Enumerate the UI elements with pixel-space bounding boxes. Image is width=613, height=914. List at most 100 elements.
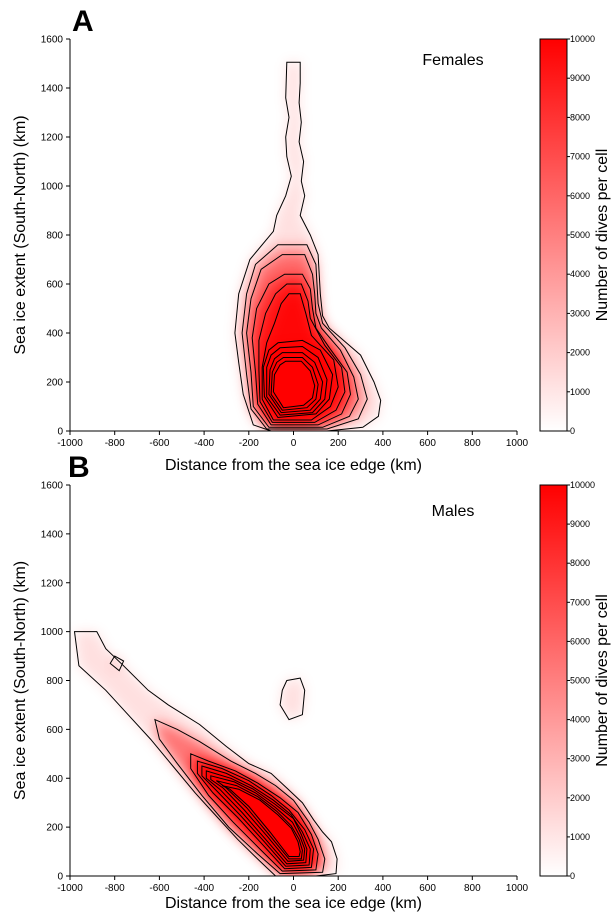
heat-layer-b [74, 631, 338, 876]
contour-l2 [241, 244, 368, 430]
colorbar-tick-label: 2000 [570, 348, 590, 358]
y-tick-label: 1600 [41, 35, 64, 46]
contour-l4 [196, 760, 315, 870]
x-tick-label: 200 [330, 438, 347, 449]
x-tick-label: 800 [464, 438, 481, 449]
heat-fill-island1 [110, 656, 124, 671]
colorbar-tick-label: 5000 [570, 230, 590, 240]
panel-letter-a: A [72, 5, 94, 38]
contour-l8 [216, 780, 303, 860]
colorbar-tick-label: 2000 [570, 793, 590, 803]
colorbar-a [539, 38, 568, 432]
contour-l4 [251, 273, 352, 426]
x-tick-label: 400 [375, 883, 392, 894]
contour-layer-a [234, 61, 382, 431]
x-tick-label: -1000 [57, 883, 83, 894]
y-tick-label: 600 [46, 725, 63, 736]
x-tick-label: 0 [291, 883, 297, 894]
y-tick-label: 200 [46, 378, 63, 389]
x-tick-label: -400 [194, 438, 214, 449]
contour-l5 [201, 765, 311, 867]
panel-b: -1000 -800 -600 -400 -200 0 200 400 600 800 100002… [12, 480, 611, 912]
panel-title-a: Females [422, 52, 483, 69]
y-tick-label: 1400 [41, 84, 64, 95]
heat-fill-island2 [280, 678, 305, 720]
panel-a: -1000 -800 -600 -400 -200 0 200 400 600 800 100002… [12, 34, 611, 474]
colorbar-tick-label: 5000 [570, 676, 590, 686]
contour-l9 [221, 785, 301, 857]
colorbar-tick-label: 6000 [570, 191, 590, 201]
x-tick-label: -600 [149, 438, 169, 449]
x-tick-label: 600 [419, 883, 436, 894]
x-tick-label: 800 [464, 883, 481, 894]
y-tick-label: 0 [57, 872, 63, 883]
y-tick-label: 800 [46, 676, 63, 687]
colorbar-tick-label: 4000 [570, 269, 590, 279]
colorbar-label-b: Number of dives per cell [594, 594, 611, 767]
contour-l6 [261, 293, 339, 421]
x-tick-label: -400 [194, 883, 214, 894]
x-tick-label: 1000 [506, 883, 529, 894]
y-tick-label: 200 [46, 823, 63, 834]
y-axis-label-b: Sea ice extent (South-North) (km) [12, 561, 29, 800]
colorbar-label-a: Number of dives per cell [594, 149, 611, 322]
colorbar-tick-label: 8000 [570, 558, 590, 568]
x-tick-label: 200 [330, 883, 347, 894]
x-tick-label: -600 [149, 883, 169, 894]
contour-layer-b [73, 631, 338, 876]
colorbar-tick-label: 9000 [570, 73, 590, 83]
contour-l11 [272, 360, 316, 409]
y-tick-label: 400 [46, 329, 63, 340]
contour-l10 [270, 357, 319, 411]
x-tick-label: -200 [239, 438, 259, 449]
colorbar-tick-label: 0 [570, 426, 575, 436]
x-tick-label: 0 [291, 438, 297, 449]
x-tick-label: 600 [419, 438, 436, 449]
x-tick-label: 1000 [506, 438, 529, 449]
colorbar-tick-label: 1000 [570, 832, 590, 842]
panel-title-b: Males [432, 503, 475, 520]
colorbar-tick-label: 1000 [570, 387, 590, 397]
colorbar-tick-label: 4000 [570, 715, 590, 725]
colorbar-tick-label: 10000 [570, 34, 595, 44]
x-tick-label: -1000 [57, 438, 83, 449]
y-tick-label: 1200 [41, 133, 64, 144]
contour-l7 [210, 775, 306, 862]
contour-l3 [190, 753, 319, 872]
y-tick-label: 1000 [41, 627, 64, 638]
colorbar-tick-label: 6000 [570, 636, 590, 646]
contour-l8 [266, 345, 328, 416]
y-tick-label: 600 [46, 280, 63, 291]
x-tick-label: -800 [105, 438, 125, 449]
y-axis-label-a: Sea ice extent (South-North) (km) [12, 115, 29, 354]
y-tick-label: 1400 [41, 529, 64, 540]
y-tick-label: 400 [46, 774, 63, 785]
colorbar-tick-label: 8000 [570, 112, 590, 122]
contour-island1 [109, 655, 125, 672]
contour-outer [73, 631, 338, 876]
colorbar-b [539, 484, 568, 877]
y-tick-label: 800 [46, 231, 63, 242]
contour-l2 [154, 718, 326, 875]
contour-l3 [246, 254, 359, 428]
contour-l5 [258, 283, 346, 423]
colorbar-tick-label: 7000 [570, 597, 590, 607]
panel-letter-b: B [68, 451, 90, 484]
x-axis-label-a: Distance from the sea ice edge (km) [165, 457, 422, 474]
contour-l9 [268, 352, 324, 414]
colorbar-tick-label: 7000 [570, 152, 590, 162]
x-tick-label: -200 [239, 883, 259, 894]
x-tick-label: -800 [105, 883, 125, 894]
x-axis-label-b: Distance from the sea ice edge (km) [165, 895, 422, 912]
colorbar-tick-label: 0 [570, 871, 575, 881]
heat-fill-l11 [273, 361, 315, 408]
y-tick-label: 1200 [41, 578, 64, 589]
y-tick-label: 1000 [41, 182, 64, 193]
y-tick-label: 1600 [41, 481, 64, 492]
colorbar-tick-label: 3000 [570, 754, 590, 764]
x-tick-label: 400 [375, 438, 392, 449]
contour-l7 [262, 339, 334, 419]
colorbar-tick-label: 10000 [570, 480, 595, 490]
contour-island2 [279, 677, 306, 721]
